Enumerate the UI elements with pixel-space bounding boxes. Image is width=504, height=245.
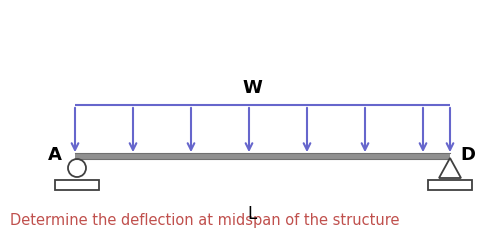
Text: A: A bbox=[48, 146, 62, 164]
Bar bbox=[55, 180, 99, 190]
Text: L: L bbox=[247, 205, 257, 223]
Text: Determine the deflection at midspan of the structure: Determine the deflection at midspan of t… bbox=[10, 213, 400, 228]
FancyBboxPatch shape bbox=[75, 153, 450, 159]
Text: W: W bbox=[242, 79, 262, 97]
Bar bbox=[428, 180, 472, 190]
Text: D: D bbox=[460, 146, 475, 164]
